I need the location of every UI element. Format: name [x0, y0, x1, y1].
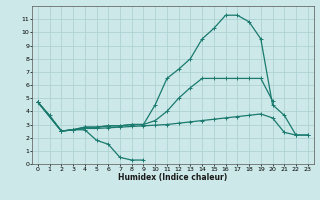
X-axis label: Humidex (Indice chaleur): Humidex (Indice chaleur)	[118, 173, 228, 182]
